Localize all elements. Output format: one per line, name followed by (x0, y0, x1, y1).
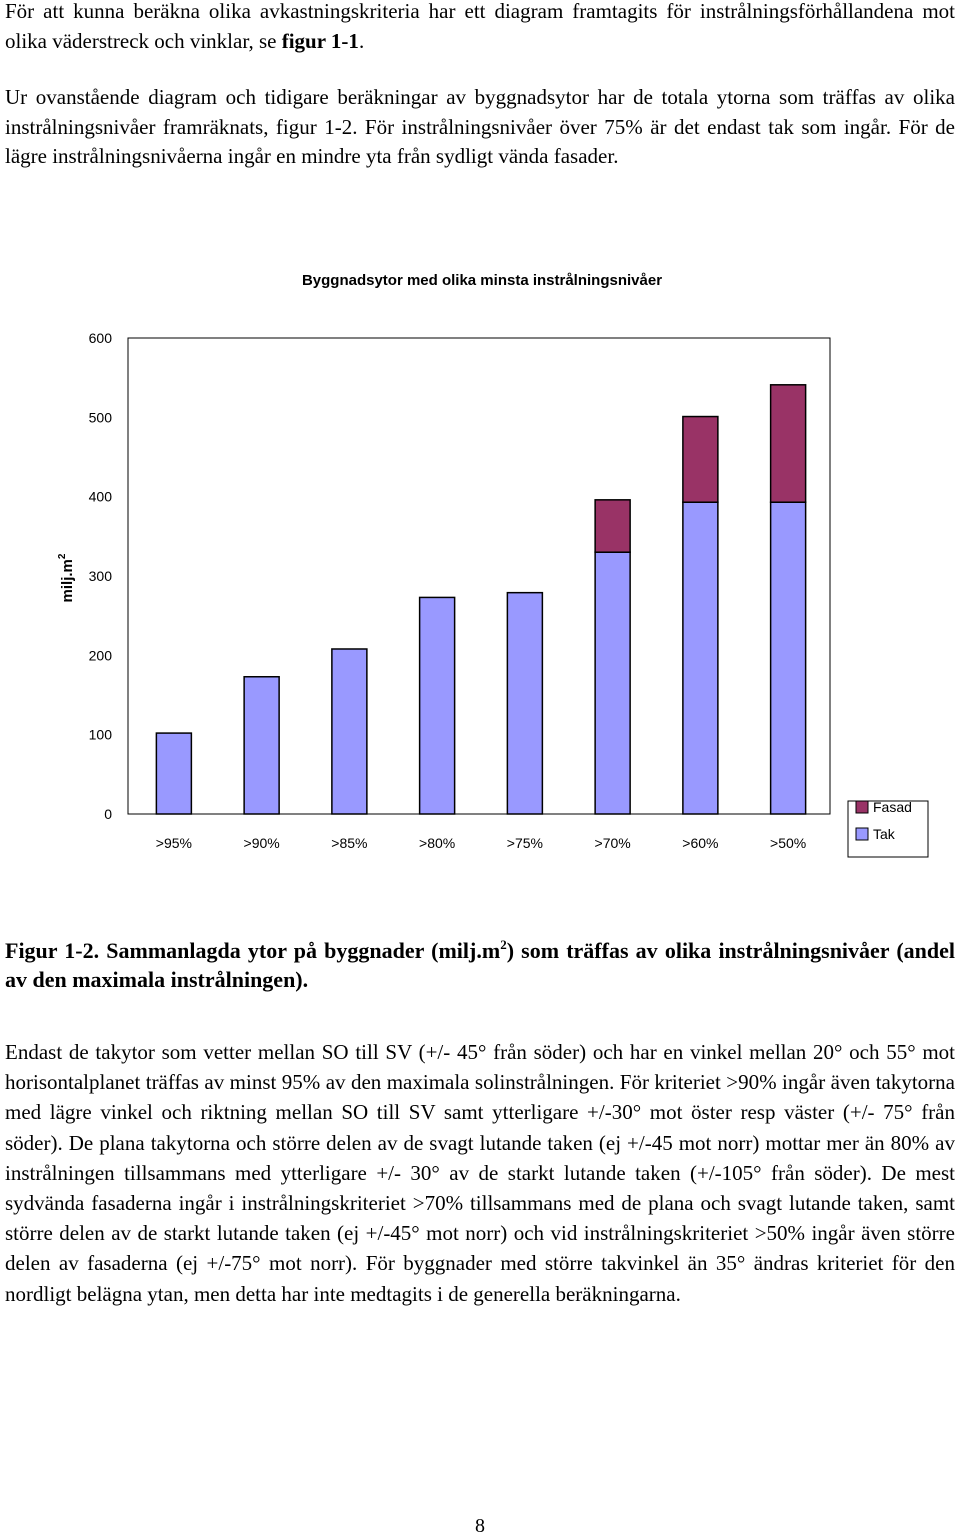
bar-fasad-6 (682, 415, 719, 503)
x-tick-label: >70% (595, 835, 631, 851)
bar-tak-5 (594, 551, 631, 815)
bar-tak-2 (331, 648, 368, 815)
y-tick-label: 200 (89, 647, 113, 663)
chart-svg: Byggnadsytor med olika minsta instrålnin… (57, 272, 929, 858)
legend: Fasad Tak (847, 799, 929, 858)
intro-paragraph: För att kunna beräkna olika avkastningsk… (5, 0, 955, 56)
figure-caption: Figur 1-2. Sammanlagda ytor på byggnader… (5, 936, 955, 994)
bar-fasad-5 (594, 499, 631, 553)
bar-tak-4 (506, 591, 544, 815)
bar-chart: Byggnadsytor med olika minsta instrålnin… (0, 255, 960, 875)
bar-fasad-7 (769, 384, 807, 503)
y-tick-label: 600 (89, 330, 113, 346)
caption-text: Figur 1-2. Sammanlagda ytor på byggnader… (5, 938, 501, 963)
y-axis-label-sup: 2 (57, 553, 68, 559)
x-tick-label: >85% (331, 835, 367, 851)
intro-text: För att kunna beräkna olika avkastningsk… (5, 0, 955, 53)
intro-text-end: . (358, 28, 365, 53)
legend-label-fasad: Fasad (873, 799, 912, 815)
x-tick-label: >80% (419, 835, 455, 851)
bar-tak-7 (769, 501, 807, 815)
bar-tak-3 (418, 596, 456, 815)
chart-title: Byggnadsytor med olika minsta instrålnin… (302, 272, 662, 289)
y-tick-label: 300 (89, 568, 113, 584)
x-tick-label: >75% (507, 835, 543, 851)
x-tick-label: >90% (244, 835, 280, 851)
y-tick-label: 400 (89, 489, 113, 505)
legend-swatch-tak (855, 827, 869, 841)
legend-swatch-fasad (855, 800, 869, 814)
y-axis-label-text: milj.m (59, 559, 76, 602)
caption-text-end: ) som träffas av olika instrålningsnivåe… (5, 938, 956, 992)
summary-paragraph: Ur ovanstående diagram och tidigare berä… (5, 85, 955, 168)
bar-tak-6 (682, 501, 719, 815)
figure-reference: figur 1-1 (281, 28, 359, 53)
explanation-paragraph: Endast de takytor som vetter mellan SO t… (5, 1040, 955, 1306)
plot-area (127, 337, 831, 815)
bar-tak-0 (155, 732, 193, 815)
bar-tak-1 (243, 676, 280, 815)
bars (155, 384, 807, 815)
y-axis-ticks: 0 100 200 300 400 500 600 (89, 330, 113, 822)
y-tick-label: 100 (89, 727, 113, 743)
legend-label-tak: Tak (873, 826, 896, 842)
x-tick-label: >60% (682, 835, 718, 851)
y-tick-label: 0 (104, 806, 112, 822)
x-axis-ticks: >95% >90% >85% >80% >75% >70% >60% >50% (156, 835, 806, 851)
page-number: 8 (475, 1515, 485, 1537)
x-tick-label: >95% (156, 835, 192, 851)
y-axis-label: milj.m2 (57, 553, 76, 602)
y-tick-label: 500 (89, 409, 113, 425)
x-tick-label: >50% (770, 835, 806, 851)
caption-sup: 2 (500, 937, 507, 952)
